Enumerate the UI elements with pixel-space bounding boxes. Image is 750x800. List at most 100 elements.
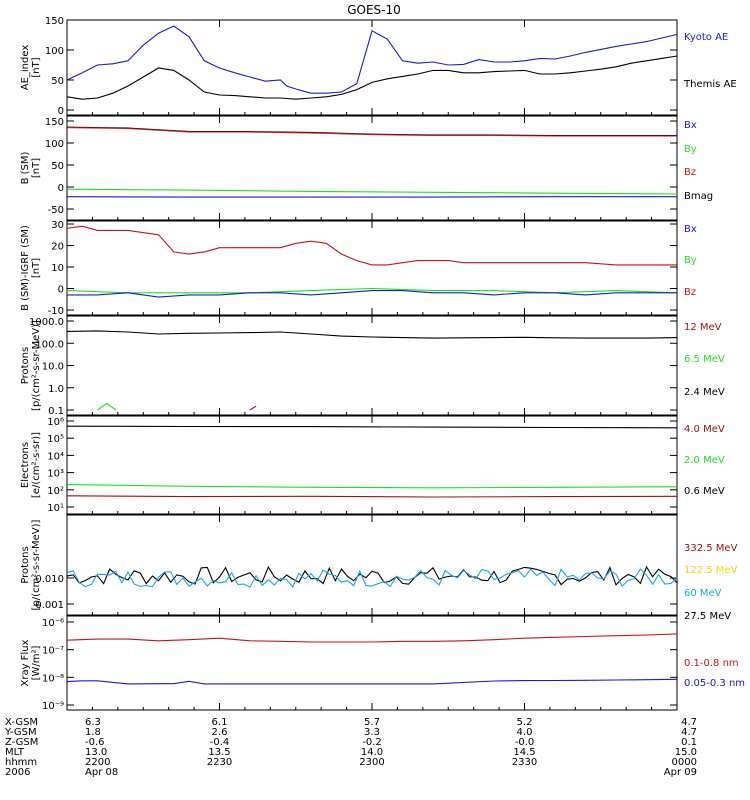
series-line-by bbox=[66, 188, 678, 195]
orbit-cell: 2330 bbox=[512, 757, 537, 768]
series-line-themis-ae bbox=[66, 55, 678, 100]
orbit-cell: 0000 bbox=[672, 757, 697, 768]
orbit-cell: 3.3 bbox=[364, 727, 380, 738]
orbit-cell: 6.1 bbox=[212, 717, 228, 728]
legend-entry: By bbox=[684, 255, 697, 266]
y-tick-label: 50 bbox=[51, 161, 64, 172]
y-tick-label: 10⁻⁶ bbox=[42, 618, 64, 629]
series-line-bz bbox=[66, 225, 677, 266]
orbit-cell: 15.0 bbox=[675, 747, 697, 758]
panel-xray: 10⁻⁹ 10⁻⁸ 10⁻⁷ 10⁻⁶ Xray Flux [W/m²] 0.1-0.8 n… bbox=[20, 615, 745, 712]
y-tick-label: -50 bbox=[48, 205, 64, 216]
y-axis-label: [nT] bbox=[31, 158, 42, 178]
panel-ae: 0 50 100 150 AE_index [nT] Kyoto AE Themis AE bbox=[20, 16, 737, 117]
y-axis-label: B (SM) bbox=[20, 151, 31, 184]
panel-protons: 0.1 1.0 10.0 100.0 1000.0 Protons [p/(cm²-s-sr… bbox=[20, 315, 725, 417]
y-tick-label: 1.0 bbox=[48, 384, 64, 395]
legend-entry: Bmag bbox=[684, 191, 713, 202]
y-tick-label: 10.0 bbox=[42, 362, 64, 373]
orbit-cell: -0.6 bbox=[85, 737, 105, 748]
panel-hep: 0.001 0.010 Protons [p/(cm²-s-sr-MeV)] 332.5… bbox=[20, 514, 738, 622]
legend-entry: 0.05-0.3 nm bbox=[684, 678, 745, 689]
y-axis-label: [e/(cm²-s-sr)] bbox=[31, 432, 42, 498]
legend-entry: 60 MeV bbox=[684, 588, 722, 599]
series-line-bz bbox=[66, 127, 677, 137]
orbit-cell: 5.2 bbox=[517, 717, 533, 728]
panel-frame bbox=[66, 615, 678, 711]
y-axis-label: B (SM)-IGRF (SM) bbox=[20, 225, 31, 311]
series-line-0-1-0-8-nm bbox=[66, 633, 678, 643]
orbit-cell: 4.7 bbox=[681, 717, 697, 728]
y-tick-label: 0 bbox=[58, 183, 64, 194]
legend-entry: 27.5 MeV bbox=[684, 611, 731, 622]
legend-entry: 2.0 MeV bbox=[684, 455, 725, 466]
orbit-cell: 2300 bbox=[359, 757, 384, 768]
legend-entry: 0.6 MeV bbox=[684, 486, 725, 497]
y-tick-label: 150 bbox=[45, 16, 64, 27]
orbit-row-label: 2006 bbox=[5, 767, 30, 778]
y-axis-label: Protons bbox=[20, 546, 31, 583]
panel-b_sm: -50 0 50 100 150 B (SM) [nT] Bx By Bz Bmag bbox=[20, 115, 713, 221]
panel-frame bbox=[66, 514, 678, 616]
orbit-cell: Apr 08 bbox=[85, 767, 118, 778]
y-tick-label: 0.001 bbox=[35, 600, 64, 611]
orbit-row-label: MLT bbox=[5, 747, 25, 758]
legend-entry: Bx bbox=[684, 224, 697, 235]
y-tick-label: 20 bbox=[51, 242, 64, 253]
y-tick-label: 10 bbox=[51, 263, 64, 274]
series-line-kyoto-ae bbox=[66, 25, 678, 94]
y-tick-label: 50 bbox=[51, 76, 64, 87]
orbit-cell: 0.1 bbox=[681, 737, 697, 748]
plot-title: GOES-10 bbox=[347, 3, 401, 17]
orbit-cell: -0.0 bbox=[515, 737, 535, 748]
y-tick-label: -10 bbox=[48, 306, 64, 317]
series-line-by bbox=[66, 287, 678, 294]
y-tick-label: 100 bbox=[45, 139, 64, 150]
y-tick-label: 100 bbox=[45, 46, 64, 57]
y-tick-label: 30 bbox=[51, 220, 64, 231]
orbit-row-label: hhmm bbox=[5, 757, 37, 768]
y-tick-label: 10⁻⁷ bbox=[42, 646, 64, 657]
orbit-cell: 14.5 bbox=[513, 747, 535, 758]
series-line-2-4-mev bbox=[66, 330, 678, 339]
orbit-cell: Apr 09 bbox=[664, 767, 697, 778]
orbit-cell: 2230 bbox=[207, 757, 232, 768]
panel-frame bbox=[66, 415, 678, 515]
y-tick-label: 1000.0 bbox=[29, 317, 64, 328]
y-tick-label: 0 bbox=[58, 106, 64, 117]
y-tick-label: 10⁴ bbox=[47, 451, 64, 462]
y-axis-label: [p/(cm²-s-sr-MeV)] bbox=[31, 320, 42, 411]
legend-entry: 332.5 MeV bbox=[684, 543, 738, 554]
y-tick-label: 0.010 bbox=[35, 574, 64, 585]
legend-entry: Bz bbox=[684, 287, 696, 298]
orbit-cell: 5.7 bbox=[364, 717, 380, 728]
legend-entry: 4.0 MeV bbox=[684, 424, 725, 435]
series-line-0-6-mev bbox=[66, 425, 678, 429]
orbit-cell: 1.8 bbox=[85, 727, 101, 738]
series-line-bx bbox=[67, 290, 677, 298]
panel-b_grf: -10 0 10 20 30 B (SM)-IGRF (SM) [nT] Bx By Bz bbox=[20, 220, 697, 317]
y-tick-label: 10⁻⁸ bbox=[42, 673, 64, 684]
legend-entry: 0.1-0.8 nm bbox=[684, 658, 739, 669]
legend-entry: Bx bbox=[684, 120, 697, 131]
orbit-cell: 14.0 bbox=[361, 747, 383, 758]
legend-entry: 2.4 MeV bbox=[684, 387, 725, 398]
y-tick-label: 0.1 bbox=[48, 406, 64, 417]
legend-entry: Bz bbox=[684, 167, 696, 178]
y-tick-label: 10⁶ bbox=[47, 417, 64, 428]
legend-entry: Kyoto AE bbox=[684, 32, 728, 43]
legend-entry: By bbox=[684, 144, 697, 155]
series-line-12-mev bbox=[249, 405, 257, 411]
legend-entry: 122.5 MeV bbox=[684, 565, 738, 576]
legend-entry: Themis AE bbox=[683, 79, 737, 90]
series-line-6-5-mev bbox=[97, 402, 117, 411]
series-line-2-0-mev bbox=[66, 484, 678, 489]
y-axis-label: [nT] bbox=[31, 258, 42, 278]
legend-entry: 12 MeV bbox=[684, 322, 722, 333]
y-tick-label: 10¹ bbox=[47, 503, 64, 514]
orbit-cell: 13.5 bbox=[208, 747, 230, 758]
orbit-cell: 4.0 bbox=[517, 727, 533, 738]
y-tick-label: 10³ bbox=[47, 469, 64, 480]
